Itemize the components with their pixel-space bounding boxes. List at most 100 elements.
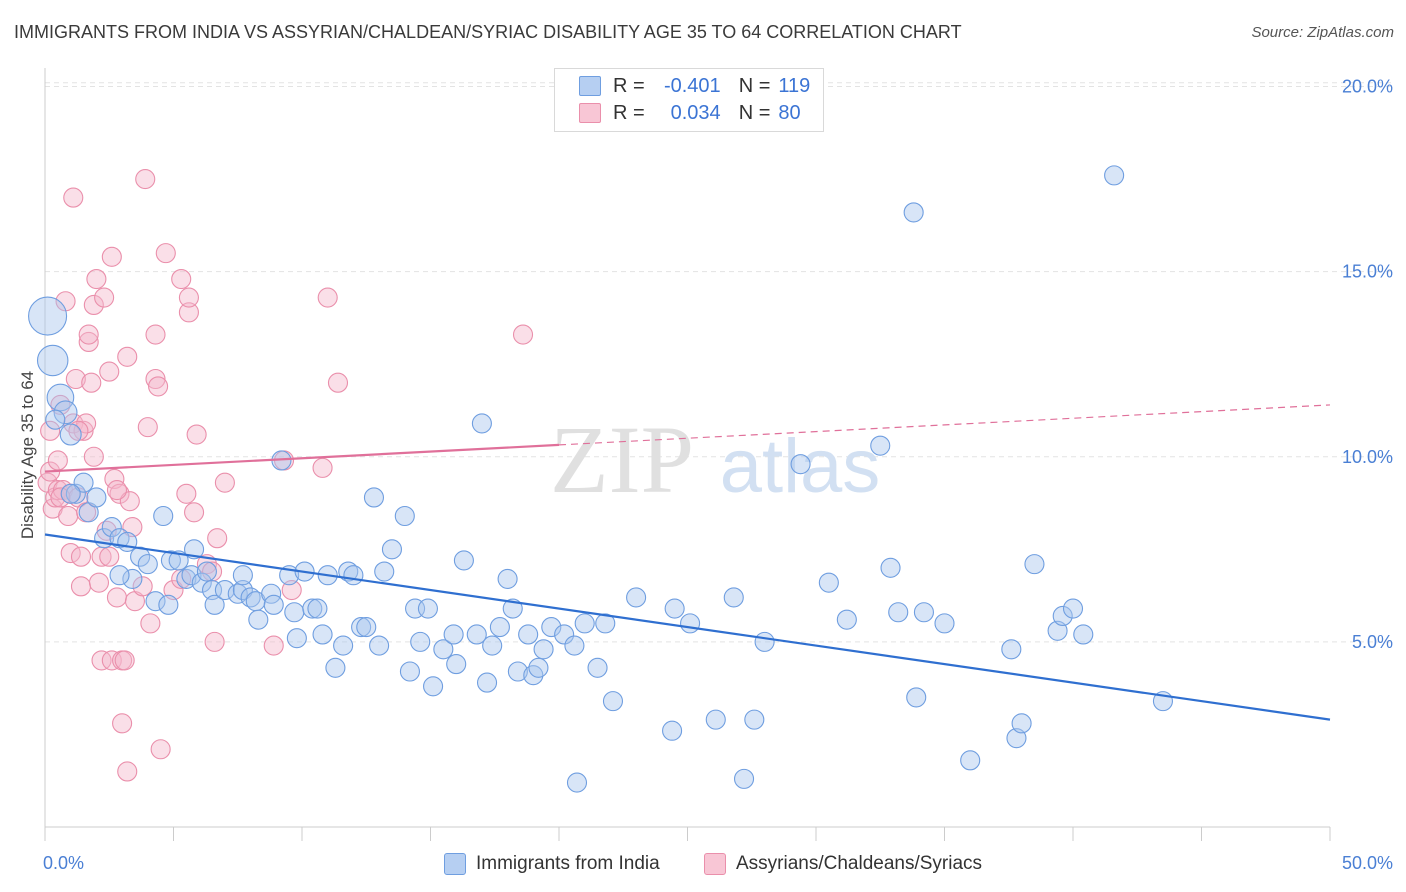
data-point	[168, 550, 189, 571]
data-point	[960, 750, 981, 771]
data-point	[410, 631, 431, 652]
trend-line-assyrian	[44, 443, 560, 473]
legend-row-assyrian: R = 0.034 N = 80	[579, 101, 801, 125]
data-point	[45, 409, 66, 430]
data-point	[36, 344, 69, 377]
data-point	[207, 528, 228, 549]
legend-item-india: Immigrants from India	[444, 851, 660, 877]
watermark: ZIP atlas	[550, 406, 880, 513]
data-point	[417, 598, 438, 619]
data-point	[53, 400, 78, 425]
legend-r-value: -0.401	[663, 74, 721, 97]
y-tick-label: 5.0%	[1352, 632, 1393, 652]
data-point	[497, 568, 518, 589]
data-point	[184, 539, 205, 560]
data-point	[1052, 605, 1073, 627]
legend-swatch-blue	[444, 853, 466, 875]
data-point	[369, 635, 390, 656]
legend-r-label: R =	[613, 101, 645, 124]
data-point	[101, 246, 122, 267]
data-point	[65, 483, 86, 504]
legend-n-value: 119	[778, 74, 811, 97]
data-point	[754, 631, 775, 652]
data-point	[818, 572, 839, 593]
data-point	[325, 657, 346, 678]
data-point	[566, 772, 588, 793]
data-point	[554, 624, 575, 645]
data-point	[587, 657, 608, 678]
data-point	[312, 624, 333, 645]
trend-line-india	[44, 533, 1331, 721]
data-point	[99, 546, 120, 567]
data-point	[145, 324, 166, 345]
data-point	[101, 517, 122, 538]
data-point	[86, 487, 107, 508]
data-point	[528, 657, 549, 678]
data-point	[1073, 624, 1094, 645]
data-point	[140, 613, 161, 634]
data-point	[836, 609, 857, 630]
trend-lines	[44, 404, 1331, 721]
data-point	[317, 287, 338, 308]
data-point	[1104, 165, 1125, 186]
data-point	[112, 713, 133, 734]
data-point	[333, 635, 354, 656]
data-point	[83, 446, 104, 467]
data-point	[906, 687, 927, 708]
data-point	[148, 376, 169, 397]
data-point	[63, 187, 84, 208]
data-point	[58, 505, 79, 527]
data-point	[232, 565, 253, 586]
data-point	[86, 268, 107, 290]
data-point	[880, 557, 901, 578]
data-point	[423, 676, 444, 697]
data-point	[343, 565, 364, 586]
legend-r-value: 0.034	[670, 101, 721, 124]
data-point	[680, 613, 701, 634]
data-point	[381, 539, 403, 560]
data-point	[73, 472, 94, 493]
data-point	[94, 287, 115, 308]
data-point	[705, 709, 726, 730]
data-point	[214, 579, 235, 601]
data-point	[466, 624, 487, 645]
correlation-legend: R = -0.401 N = 119 R = 0.034 N = 80	[554, 68, 824, 132]
data-point	[145, 591, 166, 612]
x-tick-label: 50.0%	[1342, 853, 1393, 873]
data-point	[595, 613, 616, 634]
data-point	[78, 331, 99, 353]
data-point	[263, 635, 284, 656]
data-point	[327, 372, 349, 393]
chart-title: IMMIGRANTS FROM INDIA VS ASSYRIAN/CHALDE…	[14, 22, 962, 42]
data-point	[158, 594, 179, 615]
data-point	[934, 613, 955, 634]
data-point	[145, 368, 166, 390]
x-tick-label: 0.0%	[43, 853, 84, 873]
data-point	[163, 579, 184, 601]
data-point	[28, 296, 68, 336]
data-point	[433, 639, 454, 660]
data-point	[178, 287, 199, 308]
data-point	[46, 383, 75, 412]
data-point	[114, 650, 135, 671]
legend-label-assyrian: Assyrians/Chaldeans/Syriacs	[736, 853, 983, 874]
data-point	[351, 617, 372, 638]
y-axis-label: Disability Age 35 to 64	[18, 371, 37, 539]
data-point	[662, 720, 683, 741]
legend-label-india: Immigrants from India	[476, 853, 660, 874]
data-point	[176, 483, 197, 504]
grid-lines	[45, 82, 1394, 643]
data-point	[40, 420, 61, 441]
data-point	[564, 635, 585, 656]
data-point	[541, 617, 562, 638]
data-point	[903, 202, 924, 223]
data-point	[1047, 620, 1068, 641]
data-point	[155, 243, 176, 264]
data-point	[394, 505, 415, 527]
data-point	[73, 420, 94, 441]
data-point	[81, 372, 102, 393]
legend-swatch-blue	[579, 76, 601, 96]
data-point	[184, 502, 205, 523]
data-point	[286, 628, 307, 649]
data-point	[602, 691, 624, 712]
